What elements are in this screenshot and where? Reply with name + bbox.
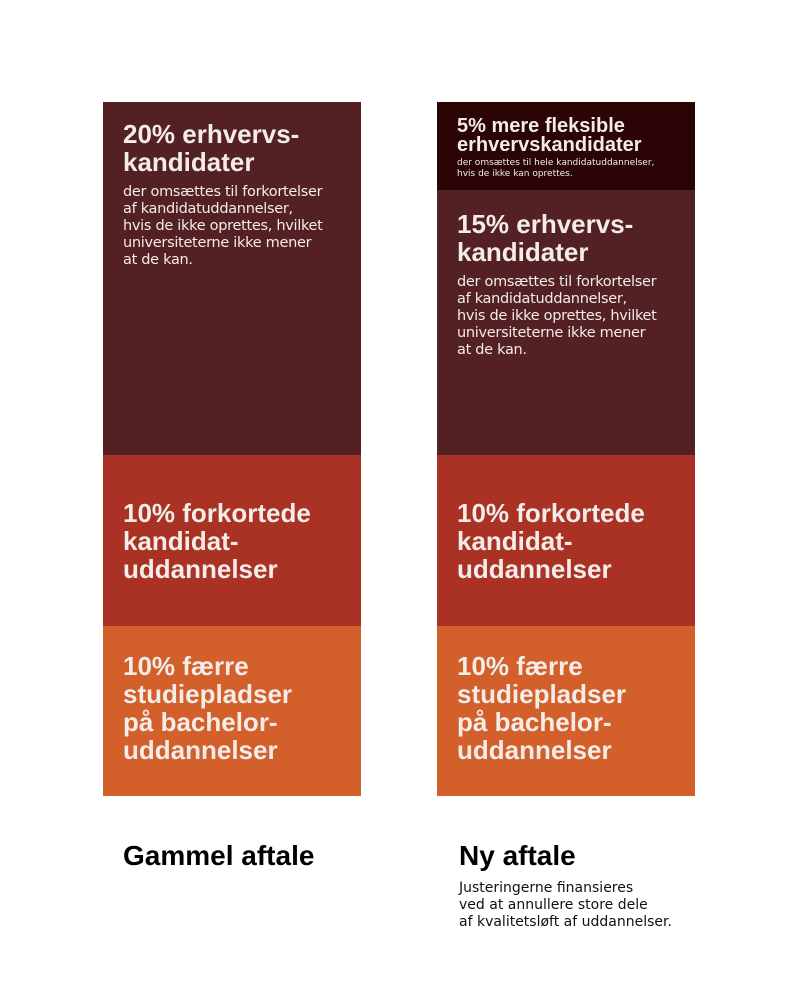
new-erhverv-body: der omsættes til forkortelser af kandida…	[457, 274, 657, 358]
new-flex-body: der omsættes til hele kandidatuddannelse…	[457, 158, 655, 179]
new-erhverv-segment: 15% erhvervs- kandidater der omsættes ti…	[437, 190, 695, 455]
new-forkort-heading: 10% forkortede kandidat- uddannelser	[457, 498, 645, 584]
new-faerre-segment: 10% færre studiepladser på bachelor- udd…	[437, 626, 695, 796]
old-forkort-heading: 10% forkortede kandidat- uddannelser	[123, 498, 311, 584]
new-agreement-title: Ny aftale	[459, 840, 576, 871]
old-agreement-column: 20% erhvervs- kandidater der omsættes ti…	[103, 102, 361, 796]
old-faerre-segment: 10% færre studiepladser på bachelor- udd…	[103, 626, 361, 796]
new-agreement-column: 5% mere fleksible erhvervskandidater der…	[437, 102, 695, 796]
new-flex-segment: 5% mere fleksible erhvervskandidater der…	[437, 102, 695, 190]
new-erhverv-heading: 15% erhvervs- kandidater	[457, 209, 634, 267]
new-forkort-segment: 10% forkortede kandidat- uddannelser	[437, 455, 695, 626]
old-erhverv-segment: 20% erhvervs- kandidater der omsættes ti…	[103, 102, 361, 455]
new-faerre-heading: 10% færre studiepladser på bachelor- udd…	[457, 651, 627, 765]
old-faerre-heading: 10% færre studiepladser på bachelor- udd…	[123, 651, 293, 765]
old-erhverv-body: der omsættes til forkortelser af kandida…	[123, 184, 323, 268]
old-erhverv-heading: 20% erhvervs- kandidater	[123, 119, 300, 177]
old-agreement-title: Gammel aftale	[123, 840, 315, 871]
new-agreement-note: Justeringerne finansieres ved at annulle…	[459, 880, 672, 930]
old-forkort-segment: 10% forkortede kandidat- uddannelser	[103, 455, 361, 626]
new-flex-heading: 5% mere fleksible erhvervskandidater	[457, 115, 642, 156]
